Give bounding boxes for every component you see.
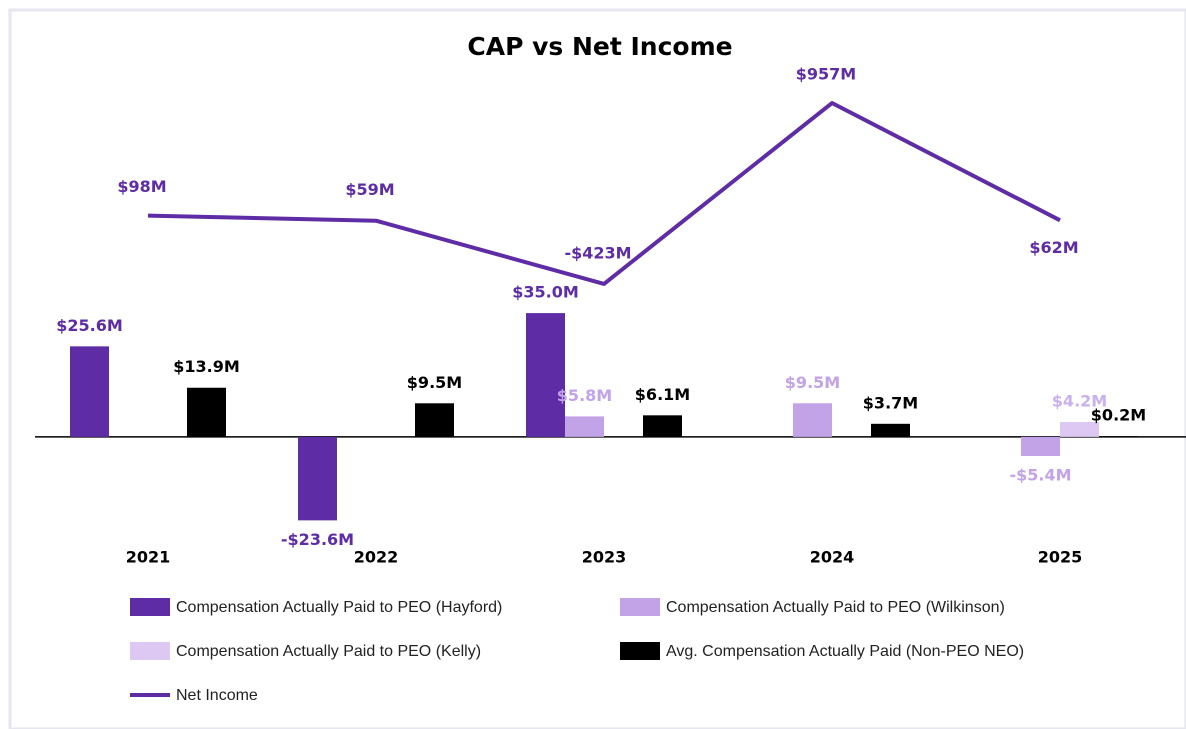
data-label: $62M [1029,238,1078,257]
bar [1060,422,1099,437]
data-label: $3.7M [863,393,918,412]
card [8,8,1186,729]
bar [643,415,682,437]
bar [1021,436,1060,456]
legend-label: Compensation Actually Paid to PEO (Wilki… [666,599,1005,616]
data-label: $25.6M [56,316,123,335]
bar [70,346,109,437]
data-label: $9.5M [407,373,462,392]
data-label: $13.9M [173,357,240,376]
legend-swatch [130,598,170,616]
bar [187,387,226,437]
data-label: $6.1M [635,385,690,404]
data-label: -$23.6M [281,530,354,549]
legend-swatch [620,642,660,660]
x-tick-label: 2023 [582,548,627,567]
bar [871,423,910,437]
data-label: -$5.4M [1009,465,1071,484]
data-label: $9.5M [785,373,840,392]
data-label: $957M [796,65,856,84]
data-label: $5.8M [557,386,612,405]
x-tick-label: 2025 [1038,548,1083,567]
data-label: -$423M [564,243,631,262]
legend-swatch [620,598,660,616]
data-label: $35.0M [512,283,579,302]
x-tick-label: 2022 [354,548,399,567]
line [147,101,1061,286]
x-tick-label: 2021 [126,548,171,567]
data-label: $59M [345,180,394,199]
bar [1099,436,1138,437]
bar [565,416,604,437]
legend-label: Compensation Actually Paid to PEO (Hayfo… [176,599,502,616]
bar [526,313,565,437]
bar [415,403,454,437]
x-tick-label: 2024 [810,548,855,567]
data-label: $0.2M [1091,406,1146,425]
chart-title: CAP vs Net Income [467,32,732,61]
data-label: $4.2M [1052,392,1107,411]
legend-swatch [130,642,170,660]
legend-label: Avg. Compensation Actually Paid (Non-PEO… [666,643,1024,660]
data-label: $98M [117,177,166,196]
legend-label: Net Income [176,687,258,704]
legend-label: Compensation Actually Paid to PEO (Kelly… [176,643,481,660]
bar [298,436,337,521]
bar [793,403,832,437]
